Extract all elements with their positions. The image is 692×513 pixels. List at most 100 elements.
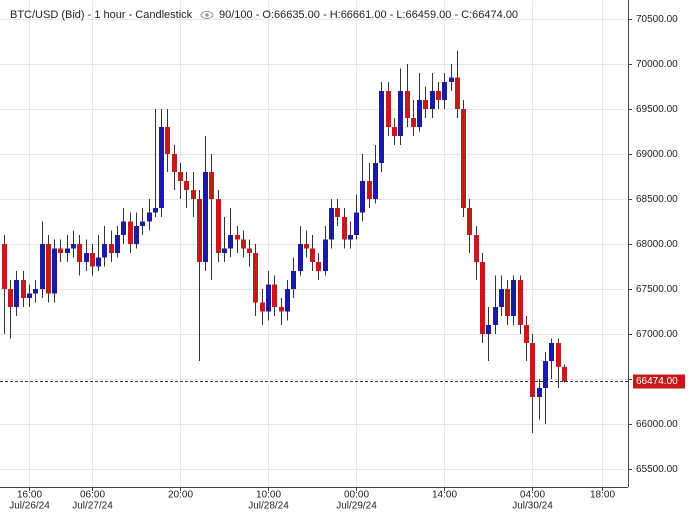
candle-body — [27, 293, 32, 298]
candle-body — [518, 280, 523, 325]
y-tick-label: 69500.00 — [636, 104, 678, 115]
candle-body — [354, 212, 359, 235]
candle-body — [184, 181, 189, 190]
candle-body — [40, 244, 45, 289]
candle-body — [486, 325, 491, 334]
candle-body — [405, 91, 410, 118]
candle-body — [235, 235, 240, 240]
y-tick-label: 65500.00 — [636, 464, 678, 475]
candle-body — [430, 91, 435, 109]
candle-body — [260, 302, 265, 312]
candle-body — [442, 82, 447, 100]
candle-body — [109, 244, 114, 253]
x-tick-label: 20:00 — [168, 490, 193, 501]
x-tick-label: 00:00 — [344, 490, 369, 501]
candle-body — [329, 208, 334, 240]
candle-body — [84, 253, 89, 262]
candle-body — [467, 208, 472, 235]
candle-body — [436, 91, 441, 100]
candle-body — [241, 239, 246, 249]
candle-body — [342, 217, 347, 240]
x-tick-label: 14:00 — [432, 490, 457, 501]
candle-body — [511, 280, 516, 316]
candle-body — [530, 343, 535, 397]
candle-body — [216, 199, 221, 253]
candle-body — [386, 91, 391, 127]
candle-body — [367, 181, 372, 199]
candle-body — [480, 262, 485, 334]
x-tick-date: Jul/30/24 — [512, 501, 553, 512]
candle-body — [505, 289, 510, 316]
candle-body — [134, 226, 139, 244]
candle-body — [556, 343, 561, 367]
candle-body — [455, 77, 460, 109]
candle-body — [209, 172, 214, 199]
x-tick-label: 18:00 — [590, 490, 615, 501]
candle-body — [153, 208, 158, 213]
y-tick-label: 68000.00 — [636, 239, 678, 250]
candle-body — [461, 109, 466, 208]
candle-body — [449, 77, 454, 82]
candle-body — [71, 244, 76, 249]
y-tick-label: 70000.00 — [636, 59, 678, 70]
candle-body — [279, 307, 284, 312]
x-tick-label: 10:00 — [256, 490, 281, 501]
chart-info: 90/100 - O:66635.00 - H:66661.00 - L:664… — [219, 9, 518, 21]
candle-body — [543, 361, 548, 388]
candle-body — [102, 244, 107, 258]
candle-body — [178, 172, 183, 181]
candle-body — [316, 262, 321, 271]
candle-body — [304, 244, 309, 249]
y-tick-label: 69000.00 — [636, 149, 678, 160]
candle-body — [8, 289, 13, 307]
candle-body — [33, 289, 38, 294]
candle-body — [323, 239, 328, 271]
candle-body — [172, 154, 177, 172]
candle-body — [266, 284, 271, 312]
x-tick-label: 06:00 — [80, 490, 105, 501]
candle-body — [291, 271, 296, 289]
x-tick-date: Jul/26/24 — [9, 501, 50, 512]
candle-body — [335, 208, 340, 217]
candle-body — [562, 366, 567, 382]
candle-body — [310, 248, 315, 262]
candle-body — [90, 253, 95, 267]
candle-body — [121, 221, 126, 235]
candle-body — [228, 235, 233, 249]
candle-body — [140, 221, 145, 226]
candle-body — [417, 100, 422, 127]
candle-body — [197, 199, 202, 262]
candle-body — [203, 172, 208, 262]
candle-body — [549, 343, 554, 361]
candle-body — [285, 289, 290, 312]
candle-body — [524, 325, 529, 343]
x-tick-date: Jul/28/24 — [248, 501, 289, 512]
y-tick-label: 70500.00 — [636, 14, 678, 25]
candle-body — [411, 118, 416, 127]
candle-body — [21, 280, 26, 298]
x-tick-label: 04:00 — [520, 490, 545, 501]
last-price-label: 66474.00 — [636, 376, 678, 387]
candle-body — [147, 212, 152, 222]
candle-body — [392, 127, 397, 136]
candle-body — [493, 307, 498, 325]
candle-body — [398, 91, 403, 136]
candle-body — [253, 253, 258, 303]
y-tick-label: 68500.00 — [636, 194, 678, 205]
candle-body — [373, 163, 378, 199]
candle-body — [14, 280, 19, 307]
candle-body — [165, 127, 170, 154]
candle-body — [96, 257, 101, 267]
candle-body — [159, 127, 164, 208]
candle-body — [379, 91, 384, 163]
y-tick-label: 67500.00 — [636, 284, 678, 295]
candle-body — [272, 284, 277, 307]
x-tick-date: Jul/27/24 — [72, 501, 113, 512]
candle-body — [348, 235, 353, 240]
last-price-box — [633, 374, 685, 389]
candle-body — [46, 244, 51, 294]
x-tick-label: 16:00 — [17, 490, 42, 501]
candle-body — [128, 221, 133, 244]
candle-body — [537, 388, 542, 397]
